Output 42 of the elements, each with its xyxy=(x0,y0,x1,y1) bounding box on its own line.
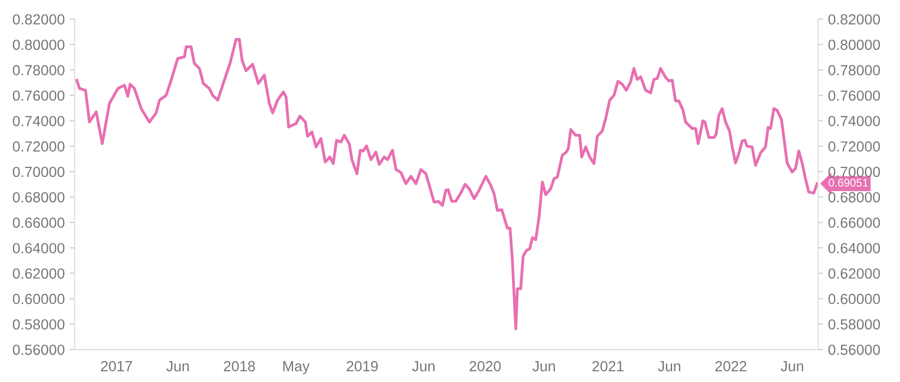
y-tick-label: 0.66000 xyxy=(12,218,64,228)
x-tick-label: Jun xyxy=(780,361,804,372)
annotation: 0.69051 xyxy=(828,178,868,187)
y2-tick-label: 0.64000 xyxy=(828,242,880,254)
y2-tick-label: 0.76000 xyxy=(828,90,880,101)
y-tick-label: 0.64000 xyxy=(12,242,64,254)
y2-tick-label: 0.68000 xyxy=(828,192,880,202)
y-tick-label: 0.56000 xyxy=(12,344,64,355)
x-tick-label: 2021 xyxy=(592,361,624,372)
y2-tick-label: 0.70000 xyxy=(828,166,880,178)
y2-tick-label: 0.66000 xyxy=(828,218,880,228)
x-tick-label: Jun xyxy=(658,361,680,372)
y-tick-label: 0.72000 xyxy=(12,141,64,152)
x-tick-label: Jun xyxy=(166,361,189,372)
y2-tick-label: 0.60000 xyxy=(828,294,880,304)
y-tick-label: 0.70000 xyxy=(12,166,64,178)
y-tick-label: 0.74000 xyxy=(12,116,64,126)
y-tick-label: 0.78000 xyxy=(12,65,64,76)
y2-tick-label: 0.80000 xyxy=(828,40,880,50)
x-tick-label: 2020 xyxy=(470,361,501,372)
y2-tick-label: 0.74000 xyxy=(828,116,880,126)
x-tick-label: 2018 xyxy=(224,361,255,372)
y2-tick-label: 0.72000 xyxy=(828,141,880,152)
y-tick-label: 0.58000 xyxy=(12,319,64,330)
y-tick-label: 0.76000 xyxy=(12,90,64,101)
x-tick-label: 2019 xyxy=(346,361,378,372)
x-tick-label: 2022 xyxy=(715,361,746,372)
y2-tick-label: 0.58000 xyxy=(828,319,880,330)
y2-tick-label: 0.78000 xyxy=(828,65,880,76)
y-tick-label: 0.62000 xyxy=(12,268,64,279)
y2-tick-label: 0.62000 xyxy=(828,268,880,279)
y-tick-label: 0.68000 xyxy=(12,192,64,202)
y2-tick-label: 0.82000 xyxy=(828,14,880,25)
x-tick-label: Jun xyxy=(412,361,434,372)
x-tick-label: Jun xyxy=(532,361,555,372)
y2-tick-label: 0.56000 xyxy=(828,344,880,355)
y-tick-label: 0.60000 xyxy=(12,294,64,304)
x-tick-label: 2017 xyxy=(100,361,132,372)
y-tick-label: 0.82000 xyxy=(12,14,64,25)
x-tick-label: May xyxy=(283,361,310,374)
line-series xyxy=(75,38,818,330)
y-tick-label: 0.80000 xyxy=(12,40,64,50)
